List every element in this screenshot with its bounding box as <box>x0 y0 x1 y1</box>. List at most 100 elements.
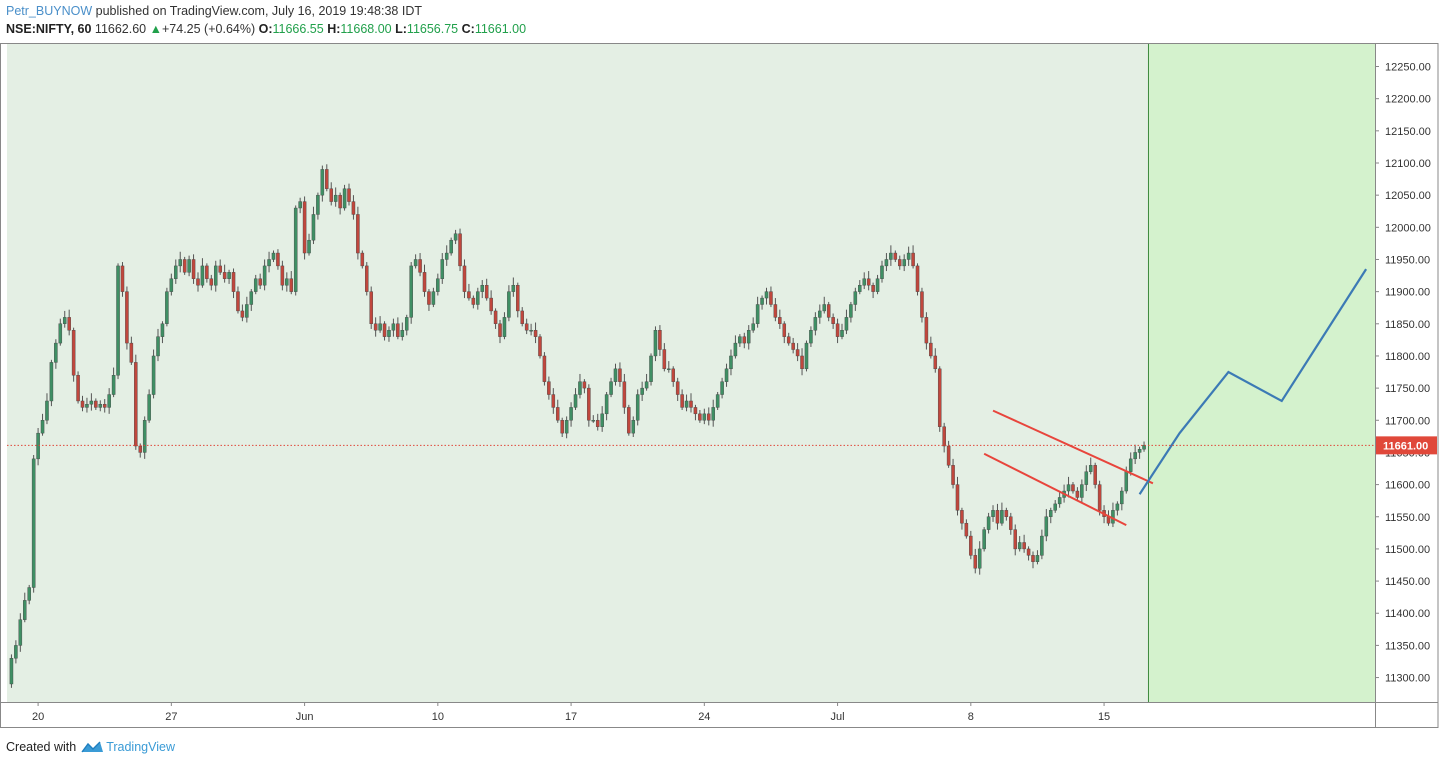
candle-down[interactable] <box>769 291 773 305</box>
candle-up[interactable] <box>89 400 94 405</box>
candle-up[interactable] <box>880 265 884 279</box>
candle-down[interactable] <box>662 349 667 370</box>
candle-up[interactable] <box>884 259 889 267</box>
candle-up[interactable] <box>738 336 742 344</box>
candle-down[interactable] <box>418 259 422 273</box>
candle-down[interactable] <box>205 265 209 279</box>
candle-down[interactable] <box>671 368 675 382</box>
candle-up[interactable] <box>440 259 445 279</box>
candle-down[interactable] <box>555 407 560 421</box>
candle-down[interactable] <box>618 368 622 382</box>
candle-up[interactable] <box>1111 510 1115 524</box>
candle-down[interactable] <box>1004 510 1009 517</box>
candle-down[interactable] <box>800 355 804 370</box>
candle-up[interactable] <box>573 394 578 408</box>
candle-up[interactable] <box>715 394 720 408</box>
candle-up[interactable] <box>1120 490 1124 505</box>
candle-down[interactable] <box>276 252 280 267</box>
candle-down[interactable] <box>933 355 938 370</box>
candle-down[interactable] <box>964 522 969 537</box>
candle-down[interactable] <box>125 291 129 344</box>
candle-up[interactable] <box>227 272 231 279</box>
candle-up[interactable] <box>507 291 511 318</box>
candle-down[interactable] <box>560 420 564 434</box>
candle-down[interactable] <box>582 381 587 389</box>
candle-down[interactable] <box>396 323 400 337</box>
candle-up[interactable] <box>54 342 58 363</box>
candle-up[interactable] <box>316 194 320 215</box>
candle-up[interactable] <box>23 600 27 620</box>
candle-down[interactable] <box>831 317 835 324</box>
candle-down[interactable] <box>191 259 196 279</box>
candle-down[interactable] <box>782 323 787 337</box>
candle-up[interactable] <box>849 304 853 318</box>
candle-up[interactable] <box>342 188 347 209</box>
candle-up[interactable] <box>1044 516 1049 537</box>
candle-up[interactable] <box>409 265 413 318</box>
candle-up[interactable] <box>1084 471 1089 485</box>
candle-down[interactable] <box>960 510 964 524</box>
candle-up[interactable] <box>285 278 289 286</box>
candle-up[interactable] <box>751 323 755 331</box>
candle-up[interactable] <box>449 239 453 254</box>
trend-line-upper[interactable] <box>992 409 1154 485</box>
candle-down[interactable] <box>1026 548 1031 556</box>
candle-down[interactable] <box>493 310 498 324</box>
candle-up[interactable] <box>724 368 729 382</box>
candle-down[interactable] <box>516 285 520 312</box>
candle-up[interactable] <box>875 278 880 292</box>
candle-down[interactable] <box>182 259 187 273</box>
candle-up[interactable] <box>151 355 156 395</box>
candle-down[interactable] <box>893 252 898 260</box>
candle-down[interactable] <box>955 484 960 511</box>
candle-up[interactable] <box>213 265 218 286</box>
candle-down[interactable] <box>1093 465 1097 485</box>
candle-up[interactable] <box>391 323 396 331</box>
candle-up[interactable] <box>271 252 276 260</box>
candle-up[interactable] <box>480 285 485 292</box>
candle-up[interactable] <box>1124 471 1129 492</box>
candle-up[interactable] <box>58 323 63 344</box>
candle-up[interactable] <box>1088 465 1093 472</box>
candle-down[interactable] <box>595 420 600 427</box>
candle-up[interactable] <box>591 420 596 422</box>
candle-up[interactable] <box>476 291 480 305</box>
candle-up[interactable] <box>733 342 738 357</box>
candle-up[interactable] <box>635 394 640 421</box>
candle-up[interactable] <box>62 317 67 324</box>
candle-down[interactable] <box>587 387 591 421</box>
candle-up[interactable] <box>702 413 707 421</box>
candle-up[interactable] <box>387 330 391 337</box>
candle-down[interactable] <box>897 259 902 267</box>
candle-up[interactable] <box>604 394 609 415</box>
candle-down[interactable] <box>942 426 946 447</box>
candle-up[interactable] <box>991 510 995 517</box>
candle-down[interactable] <box>786 336 791 344</box>
candle-up[interactable] <box>431 291 436 305</box>
candle-up[interactable] <box>174 265 178 279</box>
candle-down[interactable] <box>222 272 227 279</box>
candle-down[interactable] <box>196 278 200 286</box>
candle-down[interactable] <box>826 304 831 318</box>
candle-up[interactable] <box>986 516 991 530</box>
candle-up[interactable] <box>1017 542 1022 550</box>
candle-down[interactable] <box>94 400 98 408</box>
candle-up[interactable] <box>818 310 822 318</box>
candle-down[interactable] <box>329 188 333 202</box>
author-name[interactable]: Petr_BUYNOW <box>6 4 93 18</box>
candle-down[interactable] <box>742 336 747 344</box>
candle-down[interactable] <box>236 291 240 312</box>
candle-down[interactable] <box>951 465 955 485</box>
candle-down[interactable] <box>258 278 262 286</box>
candle-up[interactable] <box>160 323 165 337</box>
candle-down[interactable] <box>325 169 329 189</box>
candle-up[interactable] <box>889 252 893 260</box>
candle-down[interactable] <box>138 445 143 453</box>
candle-down[interactable] <box>791 342 795 350</box>
candle-down[interactable] <box>76 375 80 402</box>
candle-down[interactable] <box>302 201 307 254</box>
candle-up[interactable] <box>653 330 658 357</box>
candle-up[interactable] <box>111 375 116 395</box>
candle-down[interactable] <box>360 252 365 267</box>
candle-down[interactable] <box>1071 484 1075 492</box>
